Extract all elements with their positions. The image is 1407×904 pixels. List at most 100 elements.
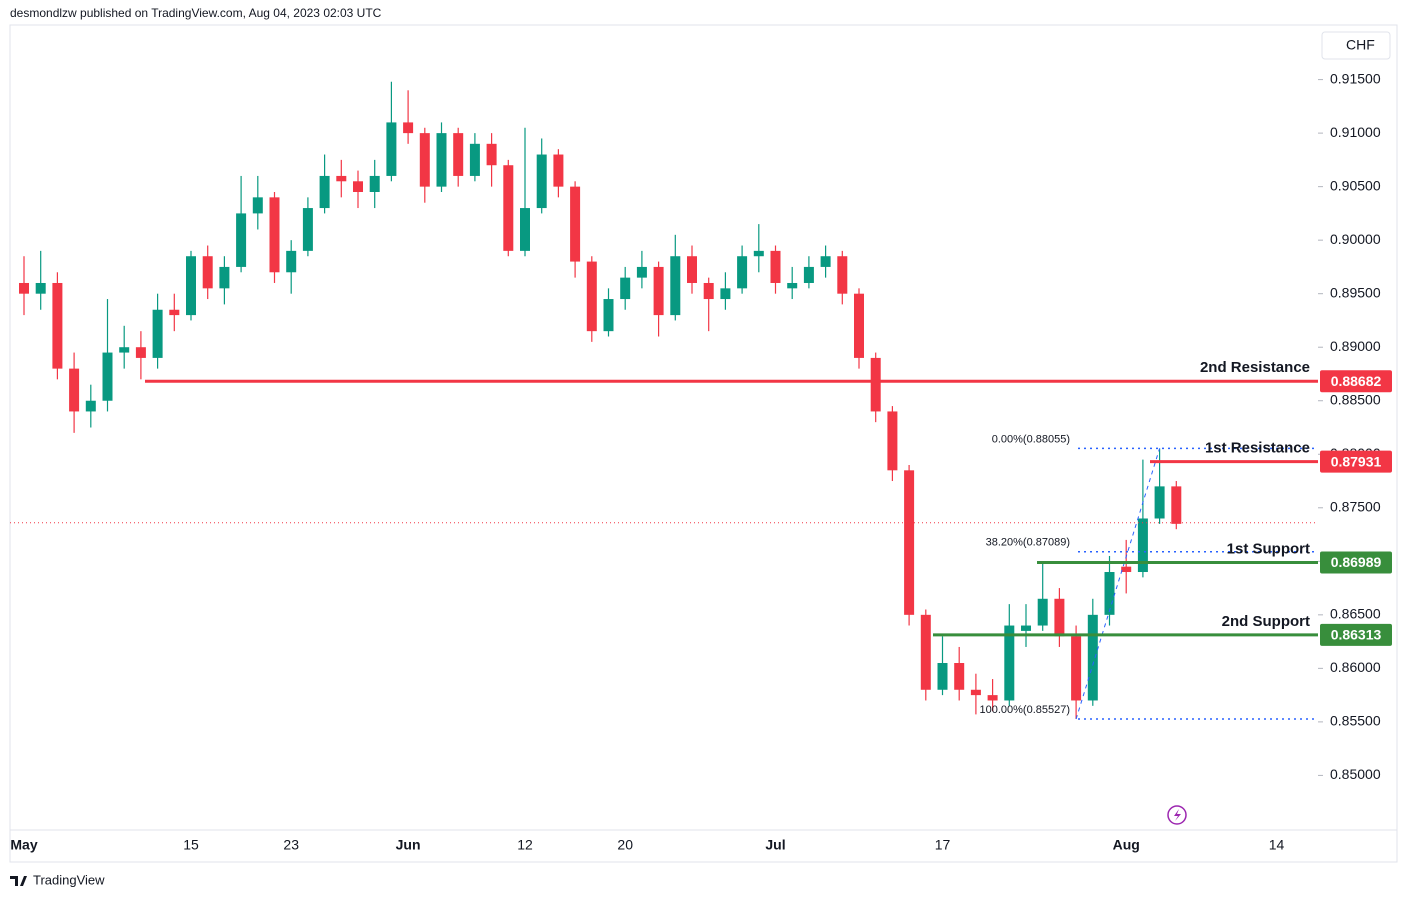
fib-label: 38.20%(0.87089) (986, 537, 1070, 549)
candle-body (119, 347, 130, 353)
y-tick-label: 0.90500 (1330, 177, 1381, 193)
candle-body (353, 181, 363, 192)
candle-body (920, 614, 931, 690)
candle-body (1054, 598, 1065, 637)
candle-body (586, 261, 597, 332)
candle-body (1004, 625, 1015, 701)
candle-body (653, 266, 664, 316)
publisher-note: desmondlzw published on TradingView.com,… (10, 6, 382, 20)
candle-body (302, 208, 313, 251)
y-tick-label: 0.85500 (1330, 713, 1381, 729)
candle-body (803, 266, 814, 283)
candle-body (536, 154, 547, 209)
y-tick-label: 0.85000 (1330, 766, 1381, 782)
y-tick-label: 0.88500 (1330, 391, 1381, 407)
candle-body (636, 266, 647, 278)
currency: CHF (1346, 37, 1375, 53)
candle-body (85, 400, 96, 412)
candle-body (336, 175, 347, 182)
level-price: 0.87931 (1331, 453, 1382, 469)
candle-body (603, 299, 614, 332)
level-name: 2nd Resistance (1200, 359, 1310, 376)
candle-body (854, 293, 864, 358)
chart-frame (9, 24, 1398, 863)
candle-body (787, 282, 798, 289)
candle-body (753, 250, 764, 257)
candle-body (436, 133, 447, 187)
candle-body (770, 250, 781, 283)
level-price: 0.88682 (1331, 373, 1382, 389)
currency-box[interactable] (1321, 31, 1391, 60)
candle-body (837, 256, 848, 294)
candle-body (236, 213, 247, 267)
fib-label: 0.00%(0.88055) (992, 433, 1070, 445)
candle-body (69, 368, 80, 412)
candle-body (269, 197, 280, 273)
candle-body (1104, 572, 1115, 615)
candle-body (954, 663, 965, 690)
candle-body (369, 175, 380, 192)
y-tick-label: 0.90000 (1330, 231, 1381, 247)
level-name: 1st Support (1227, 540, 1310, 557)
level-price: 0.86989 (1331, 554, 1382, 570)
candle-body (737, 256, 748, 289)
fib-label: 100.00%(0.85527) (979, 704, 1070, 716)
candle-body (870, 357, 881, 412)
level-price: 0.86313 (1331, 627, 1382, 643)
candle-body (687, 256, 697, 283)
candle-body (419, 133, 430, 187)
y-tick-label: 0.87500 (1330, 498, 1381, 514)
candle-body (202, 256, 213, 289)
level-price-box (1320, 623, 1392, 646)
candle-body (937, 663, 948, 690)
candle-body (1071, 636, 1082, 701)
y-tick-label: 0.91500 (1330, 70, 1381, 86)
x-tick-label: Jul (765, 837, 785, 853)
candle-body (486, 143, 497, 166)
x-tick-label: 17 (935, 837, 951, 853)
candle-body (887, 411, 898, 471)
candle-body (469, 143, 480, 176)
level-price-box (1320, 551, 1392, 574)
x-tick-label: Aug (1113, 837, 1140, 853)
candle-body (987, 695, 998, 701)
x-tick-label: 23 (283, 837, 299, 853)
y-tick-label: 0.89500 (1330, 284, 1381, 300)
flash-icon[interactable] (1167, 805, 1187, 825)
candle-body (570, 186, 581, 262)
fib-trend (1075, 448, 1161, 720)
candle-body (503, 165, 514, 251)
candle-body (553, 154, 564, 187)
candle-body (620, 277, 631, 300)
brand-logo (10, 876, 27, 886)
candle-body (670, 256, 681, 316)
candle-body (703, 282, 714, 300)
candle-body (102, 352, 113, 401)
x-tick-label: 15 (183, 837, 199, 853)
candle-body (720, 288, 731, 300)
candle-body (1154, 486, 1165, 519)
candle-body (970, 689, 981, 696)
candle-body (1137, 518, 1148, 573)
level-price-box (1320, 370, 1392, 393)
candle-body (319, 175, 330, 209)
candle-body (169, 309, 180, 316)
candle-body (820, 256, 831, 267)
y-tick-label: 0.86000 (1330, 659, 1381, 675)
candle-body (186, 256, 196, 316)
candle-body (52, 282, 63, 369)
candle-body (1121, 566, 1132, 573)
candle-body (453, 133, 464, 176)
x-tick-label: May (10, 837, 37, 853)
candle-body (520, 208, 530, 251)
candle-body (1087, 614, 1098, 701)
candle-body (152, 309, 163, 358)
x-tick-label: Jun (396, 837, 421, 853)
candle-body (252, 197, 263, 214)
candle-body (19, 282, 29, 294)
candle-body (403, 122, 414, 134)
candles (19, 81, 1182, 719)
candle-body (135, 347, 146, 358)
x-tick-label: 12 (517, 837, 533, 853)
